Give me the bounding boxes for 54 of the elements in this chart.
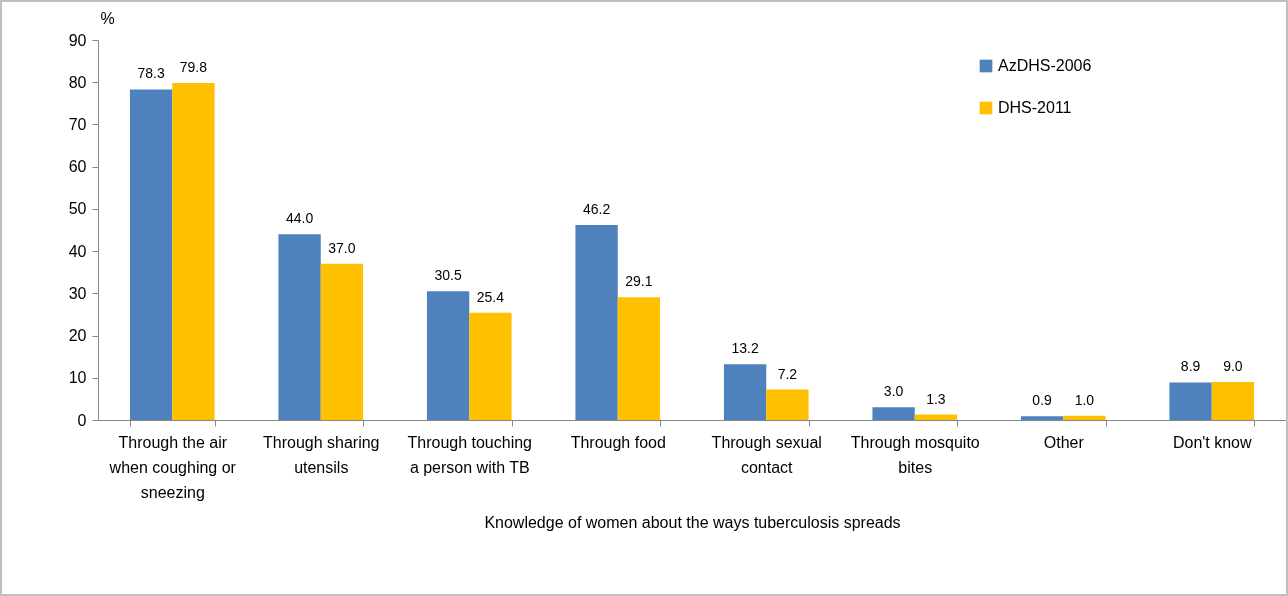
x-tick-label: Through the air when coughing or sneezing: [108, 433, 237, 501]
bar: [1063, 415, 1106, 420]
data-label: 46.2: [582, 200, 611, 217]
data-label: 44.0: [285, 210, 314, 227]
bar: [129, 89, 173, 420]
x-tick-label: Through sharing utensils: [262, 433, 380, 476]
y-tick-label: 90: [68, 31, 87, 49]
data-label: 9.0: [1223, 358, 1243, 374]
legend-label: DHS-2011: [998, 99, 1072, 116]
data-label: 37.0: [328, 239, 356, 256]
data-label: 8.9: [1180, 358, 1201, 375]
y-tick-label: 10: [68, 369, 87, 387]
bar: [1020, 416, 1064, 420]
bar: [617, 297, 661, 420]
x-tick-label: Through touching a person with TB: [407, 433, 533, 476]
bar: [320, 263, 364, 420]
x-tick-label: Through mosquito bites: [850, 433, 980, 476]
data-label: 1.0: [1074, 391, 1095, 408]
bar: [278, 234, 321, 420]
y-tick-label: 50: [68, 200, 87, 218]
x-tick-label: Through food: [570, 433, 666, 451]
bar: [766, 389, 809, 420]
bar: [914, 414, 958, 420]
data-label: 30.5: [434, 267, 462, 284]
y-tick-label: 70: [68, 115, 87, 133]
data-label: 3.0: [883, 383, 904, 400]
x-tick-label: Other: [1043, 433, 1085, 451]
data-label: 13.2: [731, 340, 759, 357]
bar: [1211, 382, 1255, 420]
bar: [172, 83, 215, 420]
data-label: 79.8: [179, 59, 208, 76]
data-label: 1.3: [926, 390, 946, 407]
y-tick-label: 40: [68, 242, 87, 260]
data-label: 25.4: [476, 288, 505, 305]
y-axis-title: %: [100, 9, 115, 27]
bar: [872, 407, 915, 420]
bar: [723, 364, 767, 420]
data-label: 7.2: [777, 365, 798, 382]
legend-label: AzDHS-2006: [998, 57, 1092, 74]
y-tick-label: 20: [68, 327, 87, 345]
data-label: 0.9: [1032, 392, 1053, 409]
data-label: 78.3: [137, 65, 165, 82]
x-axis-title: Knowledge of women about the ways tuberculosis spreads: [484, 513, 901, 531]
x-tick-label: Don't know: [1172, 433, 1253, 451]
x-tick-label: Through sexual contact: [711, 433, 822, 476]
y-tick-label: 60: [68, 158, 87, 176]
bar: [469, 312, 512, 420]
y-tick-label: 30: [68, 284, 87, 302]
bar: [1169, 382, 1212, 420]
bar: [426, 291, 470, 420]
data-label: 29.1: [625, 273, 653, 290]
y-tick-label: 80: [68, 73, 87, 91]
bar: [575, 224, 618, 420]
y-tick-label: 0: [77, 411, 87, 429]
